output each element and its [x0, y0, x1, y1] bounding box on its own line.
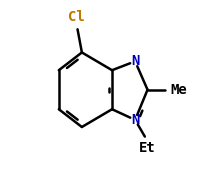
Text: N: N — [131, 113, 139, 127]
Text: Et: Et — [139, 141, 156, 155]
Text: Cl: Cl — [68, 10, 85, 24]
Text: N: N — [131, 54, 139, 68]
Text: Me: Me — [171, 83, 187, 97]
